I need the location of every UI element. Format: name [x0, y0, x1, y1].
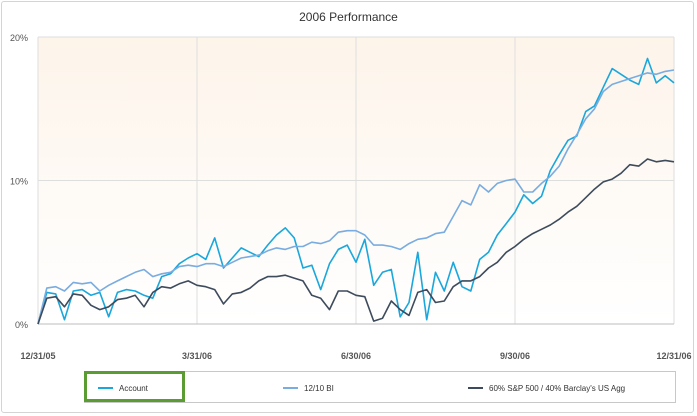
series-line-0 — [37, 57, 675, 325]
legend-item-blend[interactable]: 60% S&P 500 / 40% Barclay's US Agg — [468, 381, 625, 395]
x-tick-label: 12/31/05 — [20, 351, 55, 361]
series-line-1 — [37, 69, 675, 325]
legend-label-benchmark: 12/10 BI — [304, 383, 334, 393]
x-tick-label: 3/31/06 — [182, 351, 212, 361]
y-tick-label: 0% — [15, 320, 28, 330]
y-tick-labels: 0% 10% 20% — [10, 33, 28, 330]
legend-item-benchmark[interactable]: 12/10 BI — [283, 381, 334, 395]
x-tick-label: 12/31/06 — [656, 351, 691, 361]
series-lines — [37, 57, 675, 325]
x-tick-labels: 12/31/05 3/31/06 6/30/06 9/30/06 12/31/06 — [20, 351, 691, 361]
y-tick-label: 10% — [10, 177, 28, 187]
y-tick-label: 20% — [10, 33, 28, 43]
legend-label-account: Account — [119, 383, 148, 393]
legend-label-blend: 60% S&P 500 / 40% Barclay's US Agg — [489, 383, 626, 393]
x-tick-label: 9/30/06 — [500, 351, 530, 361]
x-tick-label: 6/30/06 — [341, 351, 371, 361]
legend-swatch-blend — [468, 387, 483, 389]
legend-swatch-benchmark — [283, 387, 298, 389]
legend-swatch-account — [98, 387, 113, 389]
series-line-2 — [37, 158, 675, 325]
legend-item-account[interactable]: Account — [98, 381, 148, 395]
legend-highlight-box — [84, 371, 185, 402]
chart-title: 2006 Performance — [299, 10, 398, 24]
